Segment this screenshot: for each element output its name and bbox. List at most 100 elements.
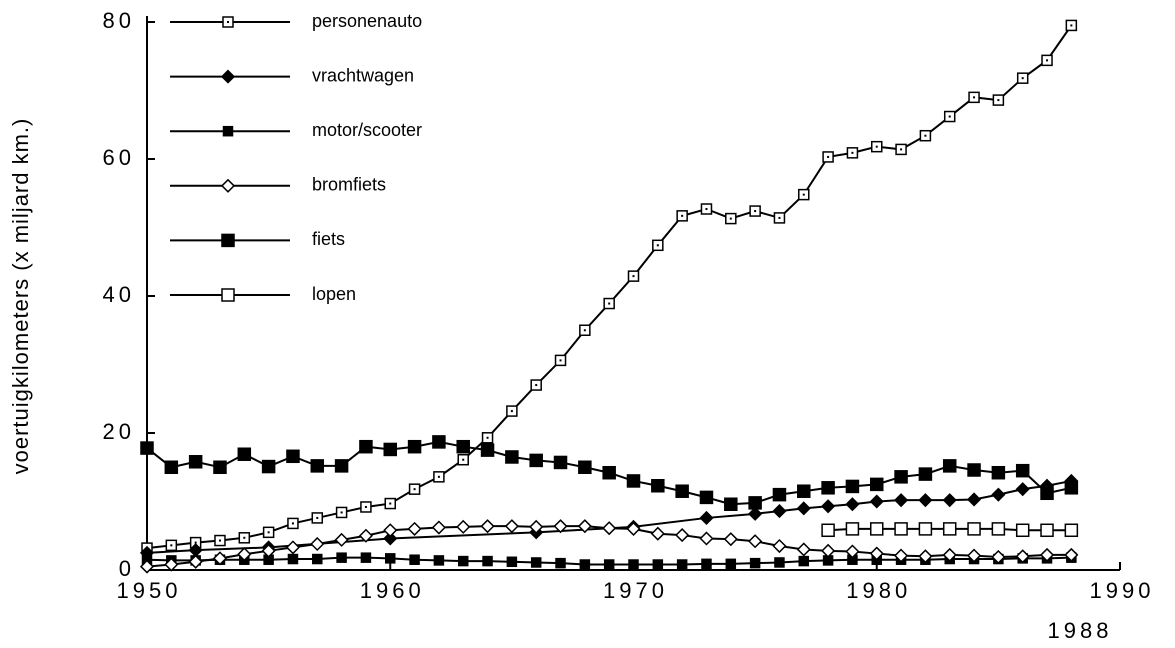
marker-dot (486, 436, 489, 439)
marker-dot (267, 531, 270, 534)
marker (577, 519, 592, 534)
marker-dot (778, 216, 781, 219)
legend-label: fiets (312, 229, 345, 249)
marker (918, 549, 933, 564)
marker (699, 490, 714, 505)
marker-dot (227, 21, 229, 23)
marker (966, 548, 982, 563)
marker (1015, 523, 1030, 538)
marker (407, 521, 422, 536)
marker (237, 447, 252, 461)
marker (334, 532, 349, 547)
marker (359, 439, 373, 454)
marker (774, 557, 785, 568)
y-tick-label: 60 (103, 145, 135, 170)
x-tick-label: 1980 (846, 578, 911, 603)
marker (1064, 547, 1079, 562)
marker (652, 559, 664, 570)
marker (553, 519, 568, 534)
marker (433, 555, 445, 566)
marker (869, 546, 884, 561)
marker (798, 555, 810, 567)
marker (336, 552, 347, 563)
marker (821, 481, 835, 495)
marker (360, 552, 372, 563)
marker (869, 494, 884, 509)
marker (701, 558, 712, 570)
marker (942, 522, 957, 536)
marker (164, 460, 179, 474)
marker (385, 553, 396, 564)
marker (139, 559, 155, 574)
x-tick-label: 1950 (117, 578, 182, 603)
marker-dot (973, 96, 976, 99)
marker (821, 543, 836, 558)
marker (530, 557, 542, 568)
marker (261, 459, 276, 474)
marker (870, 477, 884, 492)
x-tick-label: 1990 (1090, 578, 1155, 603)
marker-dot (1021, 77, 1024, 80)
marker (358, 528, 373, 543)
marker-dot (656, 244, 659, 247)
marker (334, 459, 349, 473)
marker (676, 559, 688, 570)
marker (796, 501, 811, 516)
marker-dot (948, 115, 951, 118)
marker (870, 522, 884, 536)
marker (578, 460, 592, 474)
marker (220, 178, 236, 193)
marker-dot (827, 155, 830, 158)
marker (918, 493, 933, 508)
x-tick-label: 1970 (603, 578, 668, 603)
marker (651, 478, 665, 493)
marker (796, 542, 811, 557)
marker-dot (875, 145, 878, 148)
marker-dot (389, 502, 392, 505)
marker (212, 551, 228, 566)
marker (383, 531, 398, 546)
marker (457, 555, 469, 567)
y-tick-label: 20 (103, 419, 135, 444)
marker (480, 519, 495, 534)
marker (748, 496, 762, 510)
marker (845, 479, 860, 494)
legend-label: bromfiets (312, 175, 386, 195)
marker (966, 492, 982, 507)
marker (456, 439, 470, 454)
marker (894, 522, 908, 536)
marker (894, 470, 908, 484)
marker (432, 435, 446, 449)
marker (482, 555, 493, 567)
marker-dot (632, 275, 635, 278)
marker (675, 484, 689, 498)
y-tick-label: 0 (119, 556, 135, 581)
marker (1040, 486, 1054, 501)
marker (555, 557, 566, 569)
marker (1015, 482, 1030, 497)
marker (285, 540, 301, 555)
marker (1064, 481, 1079, 495)
marker (991, 465, 1006, 480)
marker (506, 556, 518, 568)
marker-dot (340, 511, 343, 514)
y-axis-label: voertuigkilometers (x miljard km.) (8, 118, 33, 475)
marker (748, 506, 763, 521)
marker (287, 553, 299, 565)
marker (456, 519, 471, 534)
marker (699, 510, 714, 526)
marker (772, 487, 787, 502)
marker (553, 455, 568, 470)
marker (991, 549, 1006, 565)
marker-dot (437, 475, 440, 478)
marker (675, 528, 690, 543)
marker-dot (900, 148, 903, 151)
marker (221, 233, 235, 248)
marker (261, 543, 276, 558)
marker (845, 544, 860, 559)
marker (723, 532, 738, 547)
marker-dot (291, 522, 294, 525)
marker-dot (681, 214, 684, 217)
marker (603, 559, 615, 570)
